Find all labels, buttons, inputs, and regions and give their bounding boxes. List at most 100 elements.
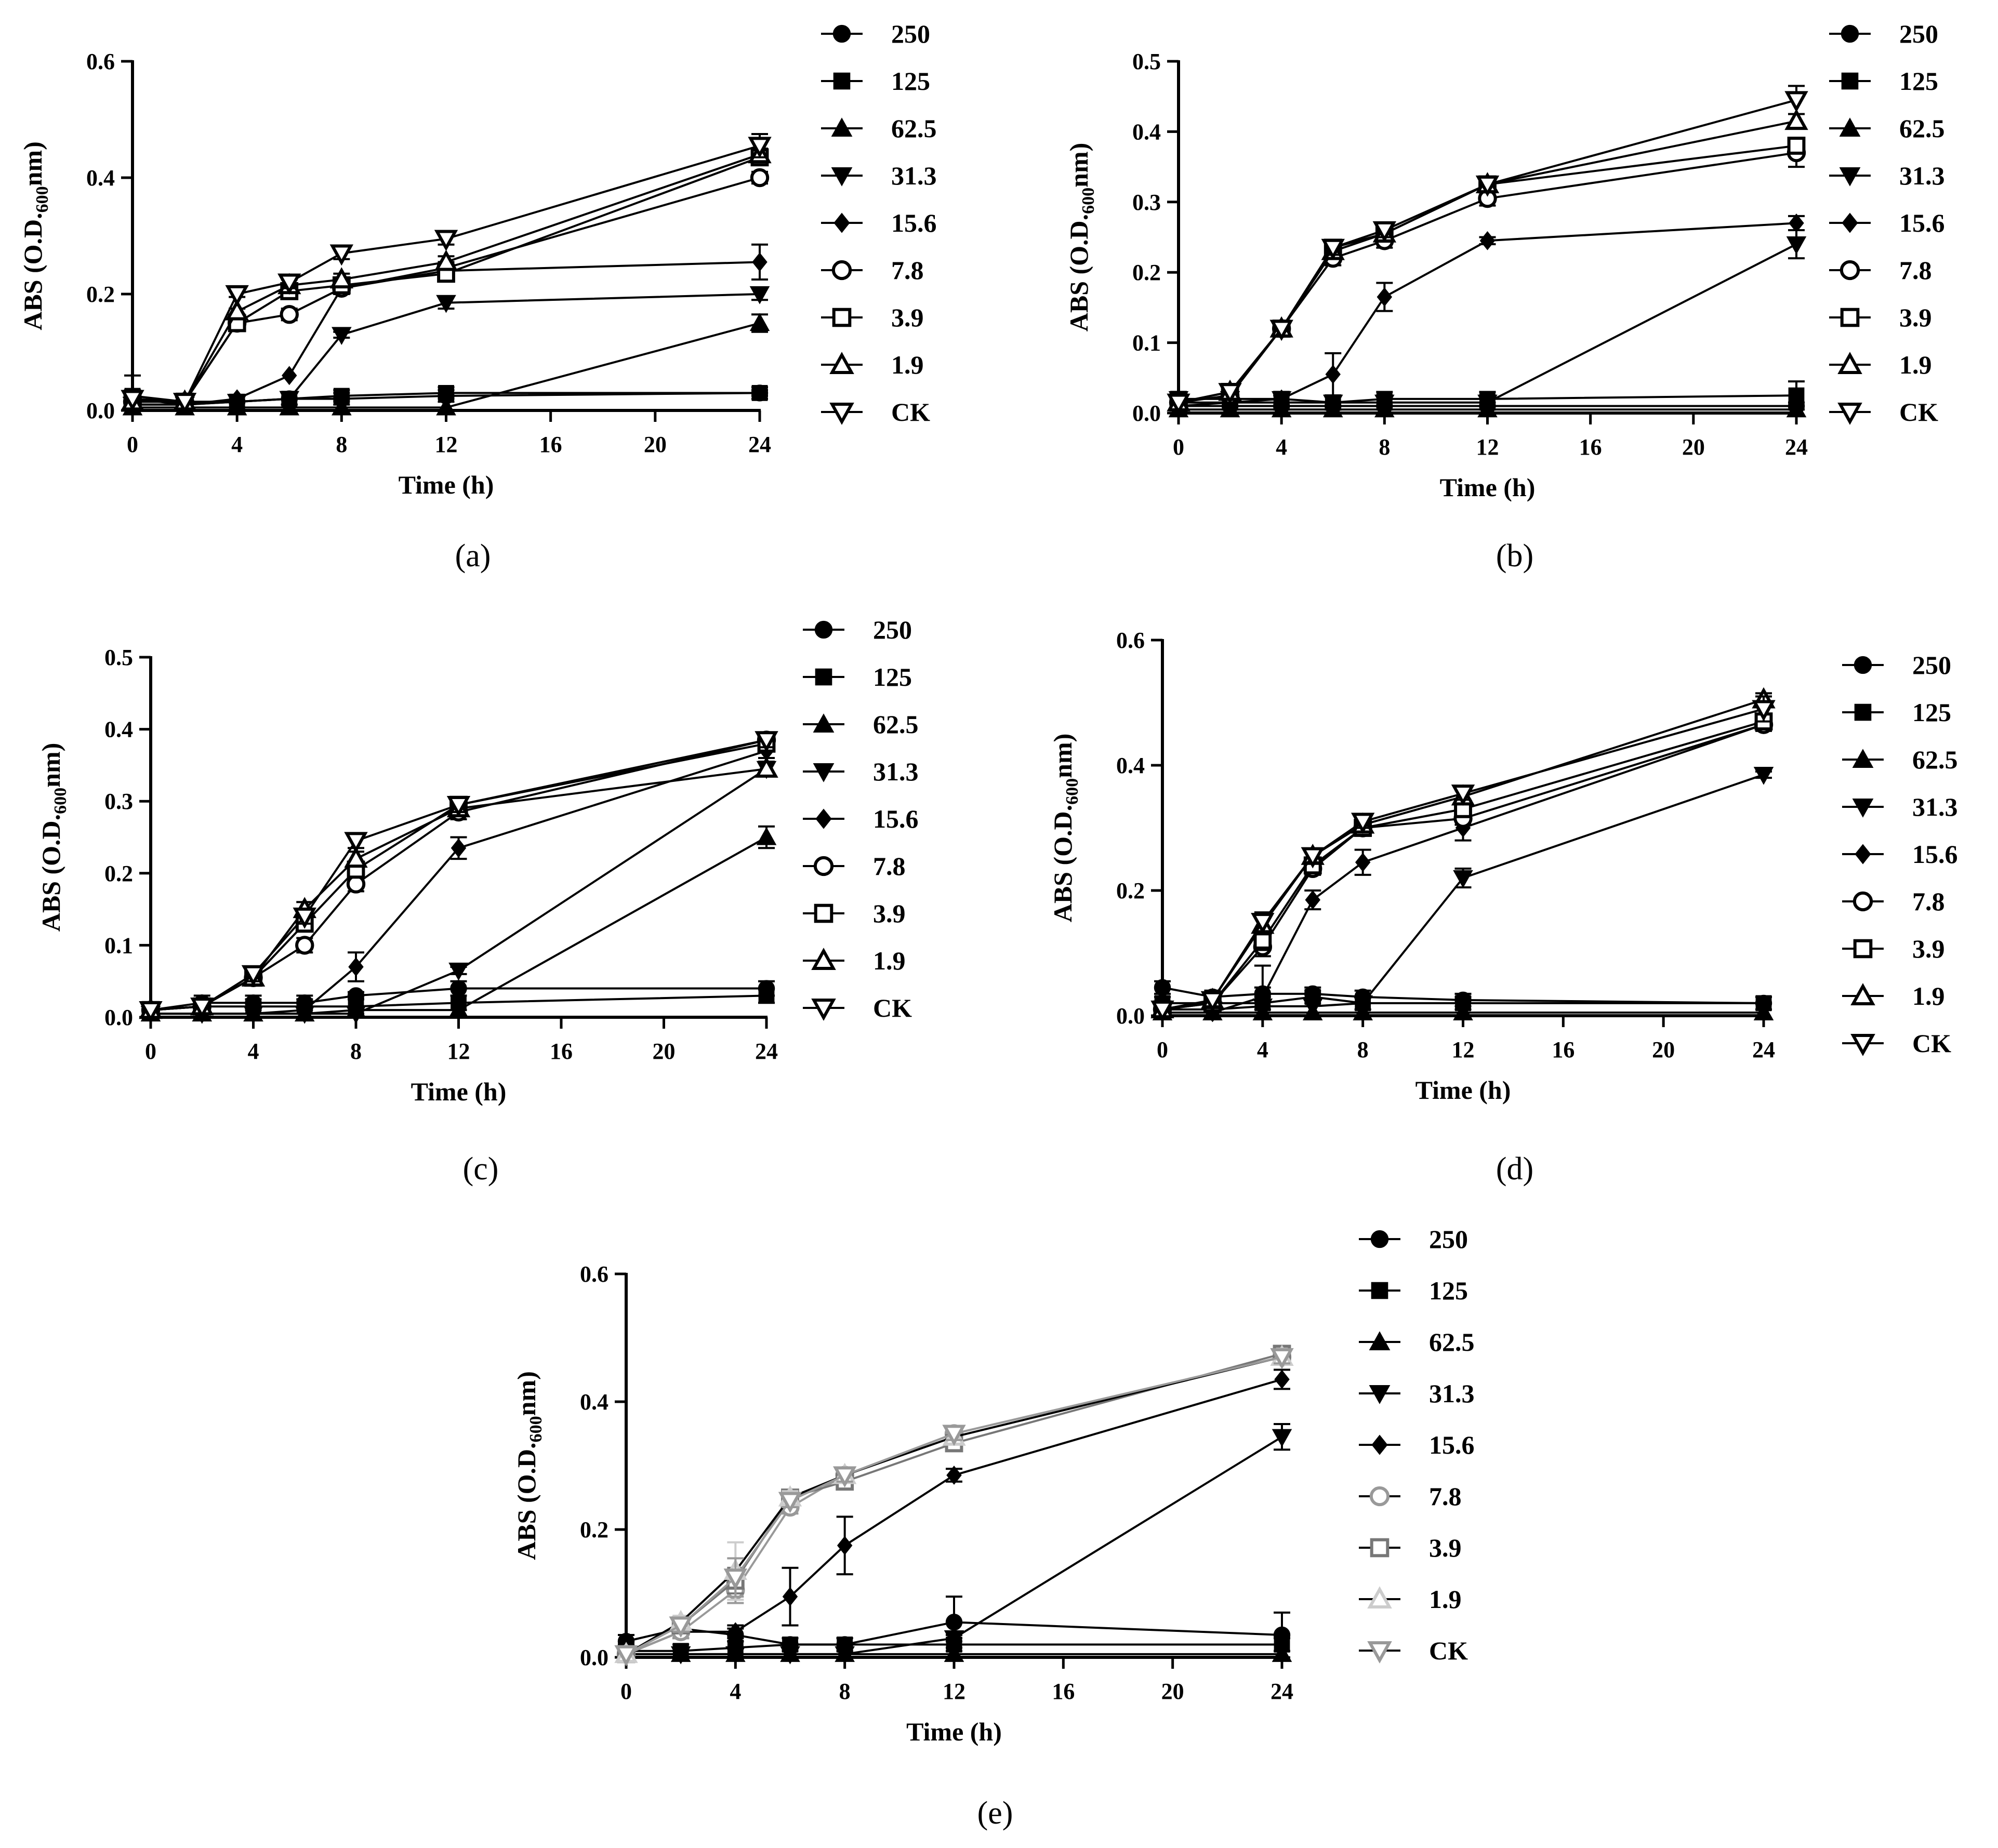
legend-label: 62.5 [891, 114, 937, 143]
data-point [1475, 175, 1500, 197]
legend-item: 31.3 [1829, 161, 1945, 190]
data-point [139, 1001, 163, 1022]
data-point [1272, 1429, 1292, 1447]
legend: 250 125 62.5 31.3 15.6 7.8 3.9 1.9 CK [803, 615, 919, 1022]
data-point [1786, 236, 1807, 255]
data-point [614, 1645, 638, 1667]
legend-label: 1.9 [891, 350, 924, 379]
legend-item: 3.9 [1359, 1533, 1462, 1562]
series-line [1178, 120, 1797, 404]
data-point [434, 249, 458, 271]
x-tick-label: 12 [943, 1679, 965, 1704]
data-point [1453, 870, 1473, 888]
legend-marker [1854, 703, 1872, 721]
series-CK [1150, 695, 1776, 1022]
data-point [1784, 91, 1808, 113]
legend-label: 250 [1899, 19, 1938, 48]
legend-label: 62.5 [873, 710, 919, 739]
legend-item: 15.6 [1359, 1430, 1475, 1459]
x-tick-label: 16 [1579, 434, 1602, 460]
x-tick-label: 16 [539, 432, 562, 457]
y-axis-title-prefix: ABS (O.D. [512, 1442, 541, 1560]
data-point [758, 988, 775, 1004]
data-point [1752, 700, 1776, 722]
x-tick-label: 24 [748, 432, 771, 457]
data-point [725, 1646, 746, 1665]
y-tick-label: 0.0 [580, 1645, 608, 1670]
legend-item: 7.8 [1359, 1482, 1462, 1511]
series-15.6 [1171, 214, 1805, 416]
legend-item: CK [1359, 1636, 1468, 1665]
y-axis-title-prefix: ABS (O.D. [18, 212, 47, 330]
data-point [1351, 813, 1375, 834]
panel-a: 0 4 8 12 16 20 24 0.0 0.2 0.4 0.6 Time (h) ABS (O.D.… [18, 19, 937, 574]
data-point [295, 936, 314, 955]
series-31.3 [1168, 229, 1807, 413]
y-axis-title-suffix: nm) [36, 743, 65, 788]
legend-marker [1369, 1486, 1390, 1507]
legend-marker [815, 808, 832, 829]
data-point [778, 1492, 802, 1513]
legend-item: 1.9 [1842, 981, 1945, 1011]
series-7.8 [123, 168, 770, 411]
legend-label: 1.9 [1912, 981, 1945, 1011]
legend-label: CK [873, 993, 912, 1022]
legend-marker [1370, 1538, 1390, 1558]
data-point [1251, 913, 1275, 935]
data-point [173, 393, 197, 414]
y-axis-title-subscript: 600 [1063, 778, 1082, 805]
legend-item: 31.3 [821, 161, 937, 190]
data-point [1154, 979, 1171, 996]
data-point [450, 980, 467, 997]
y-axis-title-prefix: ABS (O.D. [36, 814, 65, 932]
legend-item: 62.5 [1359, 1327, 1475, 1357]
series-3.9 [1153, 712, 1773, 1019]
legend-label: 15.6 [1912, 840, 1958, 869]
y-tick-label: 0.6 [580, 1261, 608, 1287]
legend-label: 7.8 [891, 256, 924, 285]
x-tick-label: 4 [1276, 434, 1287, 460]
legend-item: 31.3 [1842, 792, 1958, 821]
legend-label: 31.3 [1912, 792, 1958, 821]
series-line [133, 261, 760, 406]
legend-item: 7.8 [1842, 887, 1945, 916]
legend-item: 250 [803, 615, 912, 644]
legend-item: 62.5 [1842, 745, 1958, 774]
data-point [332, 397, 352, 416]
legend-marker [1853, 891, 1873, 912]
legend-label: 7.8 [1429, 1482, 1462, 1511]
x-axis-title: Time (h) [1440, 473, 1536, 502]
legend-item: 15.6 [803, 804, 919, 833]
x-tick-label: 0 [127, 432, 138, 457]
x-tick-label: 4 [1257, 1037, 1268, 1062]
legend-marker [1839, 117, 1861, 137]
x-tick-label: 12 [1452, 1037, 1475, 1062]
data-point [245, 1004, 261, 1023]
legend-marker [1371, 1282, 1388, 1299]
legend-marker [1840, 260, 1860, 281]
y-tick-label: 0.6 [86, 49, 115, 74]
y-tick-label: 0.0 [1116, 1003, 1145, 1029]
legend-marker [1850, 983, 1875, 1005]
series-CK [139, 731, 778, 1022]
data-point [329, 244, 354, 266]
data-point [344, 832, 368, 854]
legend-label: CK [1429, 1636, 1468, 1665]
x-axis-title: Time (h) [906, 1717, 1002, 1746]
data-point [1274, 389, 1289, 409]
series-7.8 [1153, 715, 1774, 1019]
data-point [756, 827, 777, 845]
legend-item: 125 [821, 67, 930, 96]
data-point [1786, 399, 1807, 418]
data-point [346, 1005, 366, 1024]
data-point [782, 1587, 798, 1606]
data-point [1301, 847, 1325, 869]
legend-marker [1370, 1230, 1389, 1248]
x-tick-label: 8 [1379, 434, 1390, 460]
legend-marker [1367, 1641, 1392, 1664]
legend: 250 125 62.5 31.3 15.6 7.8 3.9 1.9 CK [821, 19, 937, 427]
data-point [835, 1646, 855, 1665]
x-tick-label: 12 [435, 432, 458, 457]
legend-item: 15.6 [1842, 840, 1958, 869]
legend-marker [1842, 212, 1858, 233]
